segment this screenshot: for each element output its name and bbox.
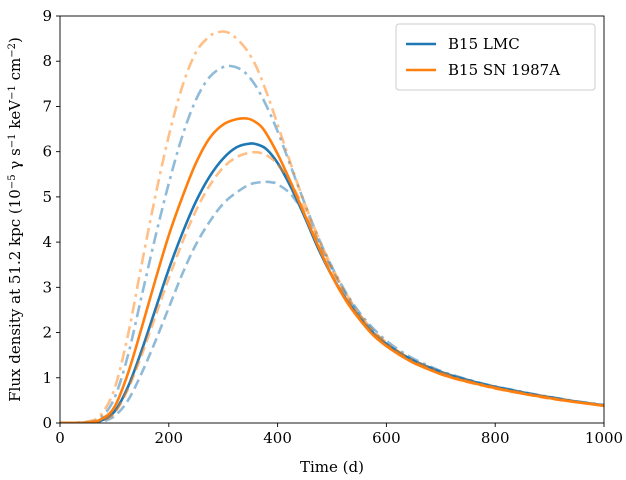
y-axis-title: Flux density at 51.2 kpc (10−5 γ s−1 keV…	[6, 37, 24, 402]
series-line-b15-lmc-dashed	[60, 180, 604, 423]
x-axis: 0 200 400 600 800 1000	[55, 423, 623, 447]
x-tick-label: 800	[481, 429, 510, 447]
y-tick-label: 6	[42, 143, 52, 161]
x-axis-title: Time (d)	[300, 458, 364, 476]
x-tick-label: 1000	[585, 429, 623, 447]
series-line-b15-lmc-solid	[60, 142, 604, 423]
legend-box	[395, 23, 596, 91]
y-tick-label: 5	[42, 188, 52, 206]
y-tick-label: 9	[42, 7, 52, 25]
x-tick-label: 0	[55, 429, 65, 447]
series-layer	[60, 30, 604, 423]
y-axis: 0 1 2 3 4 5 6 7 8 9	[42, 7, 60, 432]
legend-label-lmc: B15 LMC	[448, 35, 520, 53]
y-tick-label: 0	[42, 414, 52, 432]
x-tick-label: 200	[154, 429, 183, 447]
y-tick-label: 3	[42, 278, 52, 296]
y-tick-label: 4	[42, 233, 52, 251]
series-line-b15-lmc-dashdot	[60, 64, 604, 423]
y-tick-label: 8	[42, 52, 52, 70]
x-tick-label: 400	[263, 429, 292, 447]
legend: B15 LMC B15 SN 1987A	[395, 23, 596, 91]
series-line-b15-sn-1987a-dashed	[60, 150, 604, 423]
x-tick-label: 600	[372, 429, 401, 447]
legend-label-sn1987a: B15 SN 1987A	[448, 61, 560, 79]
y-tick-label: 1	[42, 369, 52, 387]
y-tick-label: 2	[42, 324, 52, 342]
y-tick-label: 7	[42, 97, 52, 115]
plot-frame	[59, 15, 605, 424]
